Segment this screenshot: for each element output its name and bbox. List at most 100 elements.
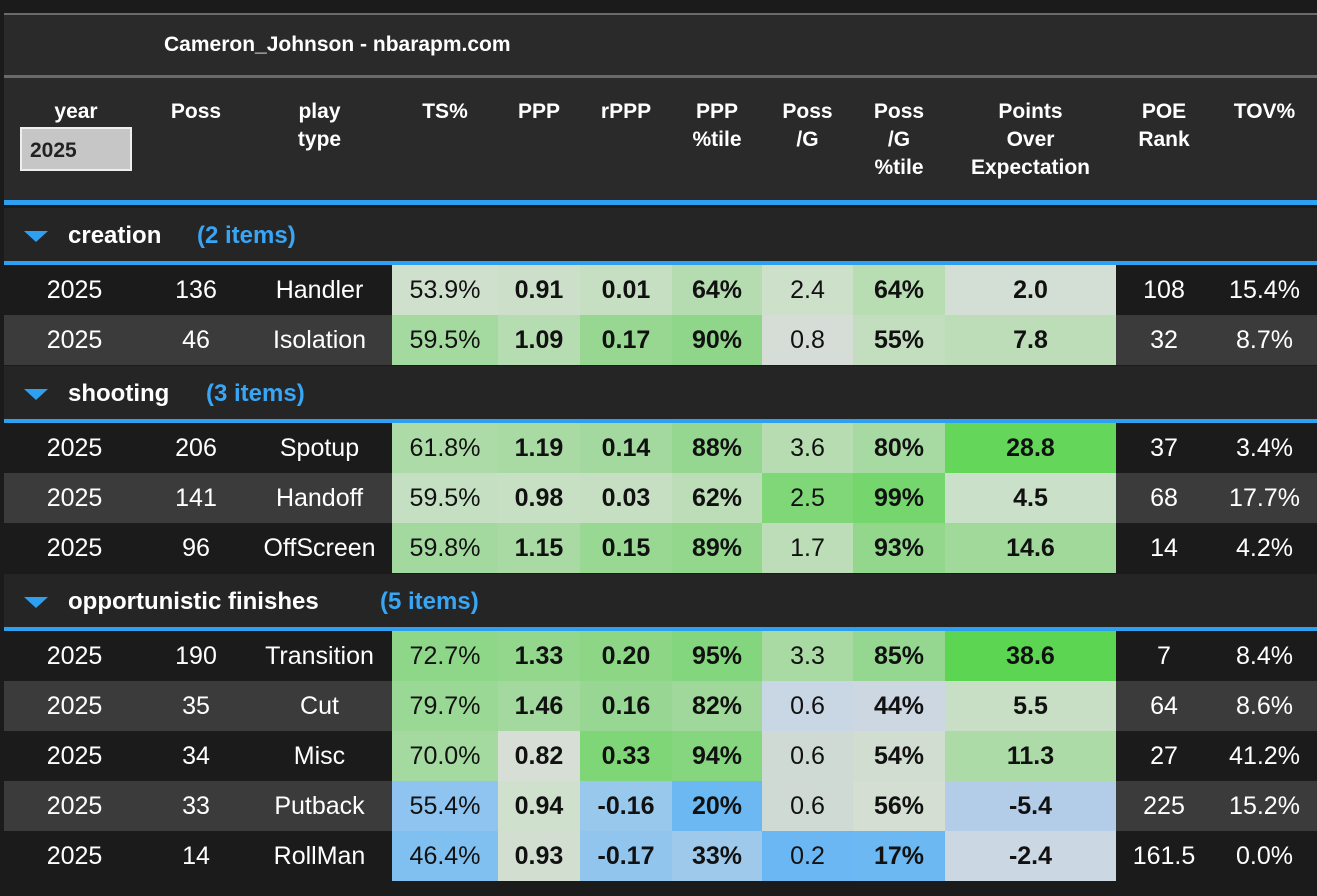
cell-ts: 72.7% bbox=[392, 631, 498, 681]
cell-ppp-pct: 20% bbox=[672, 781, 762, 831]
cell-year: 2025 bbox=[46, 434, 103, 462]
cell-year: 2025 bbox=[46, 792, 103, 820]
cell-poss-g: 0.2 bbox=[762, 831, 853, 881]
table-row[interactable]: 2025 14 RollMan 46.4% 0.93 -0.17 33% 0.2 17% -2.4… bbox=[4, 831, 1317, 881]
cell-tov: 4.2% bbox=[1236, 534, 1293, 562]
cell-rppp: -0.16 bbox=[580, 781, 672, 831]
group-accent-bar bbox=[4, 261, 1317, 265]
table-row[interactable]: 2025 35 Cut 79.7% 1.46 0.16 82% 0.6 44% 5.5 64 8.6% bbox=[4, 681, 1317, 731]
cell-poss: 46 bbox=[182, 326, 210, 354]
cell-ts: 59.8% bbox=[392, 523, 498, 573]
cell-play-type: Misc bbox=[293, 742, 346, 770]
group-header-creation[interactable] bbox=[4, 208, 1317, 263]
cell-ppp-pct: 64% bbox=[672, 265, 762, 315]
col-header-ppp[interactable]: PPP bbox=[517, 100, 561, 123]
cell-poss-g-pct: 80% bbox=[853, 423, 945, 473]
cell-year: 2025 bbox=[46, 692, 103, 720]
cell-year: 2025 bbox=[46, 642, 103, 670]
col-header-poss[interactable]: Poss bbox=[170, 100, 222, 123]
cell-rppp: 0.01 bbox=[580, 265, 672, 315]
cell-rppp: 0.15 bbox=[580, 523, 672, 573]
cell-poss-g: 0.6 bbox=[762, 781, 853, 831]
table-row[interactable]: 2025 190 Transition 72.7% 1.33 0.20 95% 3.3 85% 3… bbox=[4, 631, 1317, 681]
cell-ts: 61.8% bbox=[392, 423, 498, 473]
caret-down-icon[interactable] bbox=[24, 597, 48, 608]
cell-rppp: -0.17 bbox=[580, 831, 672, 881]
cell-poss-g-pct: 55% bbox=[853, 315, 945, 365]
cell-rppp: 0.33 bbox=[580, 731, 672, 781]
group-accent-bar bbox=[4, 419, 1317, 423]
cell-poss: 35 bbox=[182, 692, 210, 720]
cell-poss-g: 3.6 bbox=[762, 423, 853, 473]
cell-poss-g-pct: 64% bbox=[853, 265, 945, 315]
cell-poss-g-pct: 17% bbox=[853, 831, 945, 881]
cell-poe-rank: 32 bbox=[1150, 326, 1178, 354]
cell-tov: 8.7% bbox=[1236, 326, 1293, 354]
col-header-rppp[interactable]: rPPP bbox=[600, 100, 652, 123]
cell-ts: 70.0% bbox=[392, 731, 498, 781]
group-header-opportunistic-finishes[interactable] bbox=[4, 574, 1317, 629]
table-row[interactable]: 2025 96 OffScreen 59.8% 1.15 0.15 89% 1.7 93% 14.… bbox=[4, 523, 1317, 573]
cell-poss: 190 bbox=[175, 642, 217, 670]
cell-year: 2025 bbox=[46, 276, 103, 304]
table-row[interactable]: 2025 206 Spotup 61.8% 1.19 0.14 88% 3.6 80% 28.8 3… bbox=[4, 423, 1317, 473]
table-row[interactable]: 2025 136 Handler 53.9% 0.91 0.01 64% 2.4 64% 2.0 1… bbox=[4, 265, 1317, 315]
cell-ts: 79.7% bbox=[392, 681, 498, 731]
cell-rppp: 0.03 bbox=[580, 473, 672, 523]
cell-poss-g: 3.3 bbox=[762, 631, 853, 681]
col-header-ts[interactable]: TS% bbox=[422, 100, 468, 123]
group-name: opportunistic finishes bbox=[68, 588, 319, 615]
cell-ppp: 1.46 bbox=[498, 681, 580, 731]
table-row[interactable]: 2025 46 Isolation 59.5% 1.09 0.17 90% 0.8 55% 7.8… bbox=[4, 315, 1317, 365]
col-header-ppp-pct[interactable]: PPP %tile bbox=[692, 100, 742, 151]
cell-poe-rank: 7 bbox=[1157, 642, 1171, 670]
cell-play-type: Isolation bbox=[272, 326, 367, 354]
cell-poss-g: 2.5 bbox=[762, 473, 853, 523]
caret-down-icon[interactable] bbox=[24, 389, 48, 400]
col-header-poe[interactable]: Points Over Expectation bbox=[970, 100, 1091, 179]
cell-year: 2025 bbox=[46, 484, 103, 512]
cell-year: 2025 bbox=[46, 742, 103, 770]
cell-ts: 59.5% bbox=[392, 473, 498, 523]
cell-poe-rank: 64 bbox=[1150, 692, 1178, 720]
cell-play-type: RollMan bbox=[273, 842, 366, 870]
cell-rppp: 0.20 bbox=[580, 631, 672, 681]
caret-down-icon[interactable] bbox=[24, 231, 48, 242]
cell-ppp: 0.91 bbox=[498, 265, 580, 315]
table-row[interactable]: 2025 34 Misc 70.0% 0.82 0.33 94% 0.6 54% 11.3 27 41… bbox=[4, 731, 1317, 781]
group-header-shooting[interactable] bbox=[4, 366, 1317, 421]
col-header-poe-rank[interactable]: POE Rank bbox=[1138, 100, 1190, 151]
cell-rppp: 0.16 bbox=[580, 681, 672, 731]
cell-ppp-pct: 90% bbox=[672, 315, 762, 365]
group-item-count: (5 items) bbox=[380, 588, 479, 615]
cell-poe-rank: 27 bbox=[1150, 742, 1178, 770]
cell-rppp: 0.17 bbox=[580, 315, 672, 365]
col-header-poss-g[interactable]: Poss/G bbox=[782, 100, 833, 151]
column-header-row bbox=[4, 78, 1317, 200]
table-row[interactable]: 2025 141 Handoff 59.5% 0.98 0.03 62% 2.5 99% 4.5 6… bbox=[4, 473, 1317, 523]
cell-poss-g: 0.6 bbox=[762, 731, 853, 781]
table-row[interactable]: 2025 33 Putback 55.4% 0.94 -0.16 20% 0.6 56% -5.4… bbox=[4, 781, 1317, 831]
cell-poe-rank: 14 bbox=[1150, 534, 1178, 562]
col-header-poss-g-pct[interactable]: Poss/G %tile bbox=[873, 100, 925, 179]
cell-ppp-pct: 94% bbox=[672, 731, 762, 781]
cell-poe: -5.4 bbox=[945, 781, 1116, 831]
year-filter-input[interactable] bbox=[20, 127, 132, 171]
cell-poe: 28.8 bbox=[945, 423, 1116, 473]
header-accent-bar bbox=[4, 200, 1317, 205]
col-header-play-type[interactable]: play type bbox=[297, 100, 342, 151]
cell-poe-rank: 108 bbox=[1143, 276, 1185, 304]
cell-play-type: Spotup bbox=[279, 434, 360, 462]
group-item-count: (3 items) bbox=[206, 380, 305, 407]
cell-play-type: Putback bbox=[274, 792, 365, 820]
cell-ts: 46.4% bbox=[392, 831, 498, 881]
col-header-tov[interactable]: TOV% bbox=[1233, 100, 1296, 123]
cell-play-type: Handler bbox=[275, 276, 364, 304]
cell-poss-g-pct: 54% bbox=[853, 731, 945, 781]
title-bar bbox=[4, 15, 1317, 75]
cell-poe: 11.3 bbox=[945, 731, 1116, 781]
col-header-year[interactable]: year bbox=[54, 100, 98, 123]
cell-poe-rank: 161.5 bbox=[1132, 842, 1196, 870]
cell-tov: 17.7% bbox=[1229, 484, 1300, 512]
